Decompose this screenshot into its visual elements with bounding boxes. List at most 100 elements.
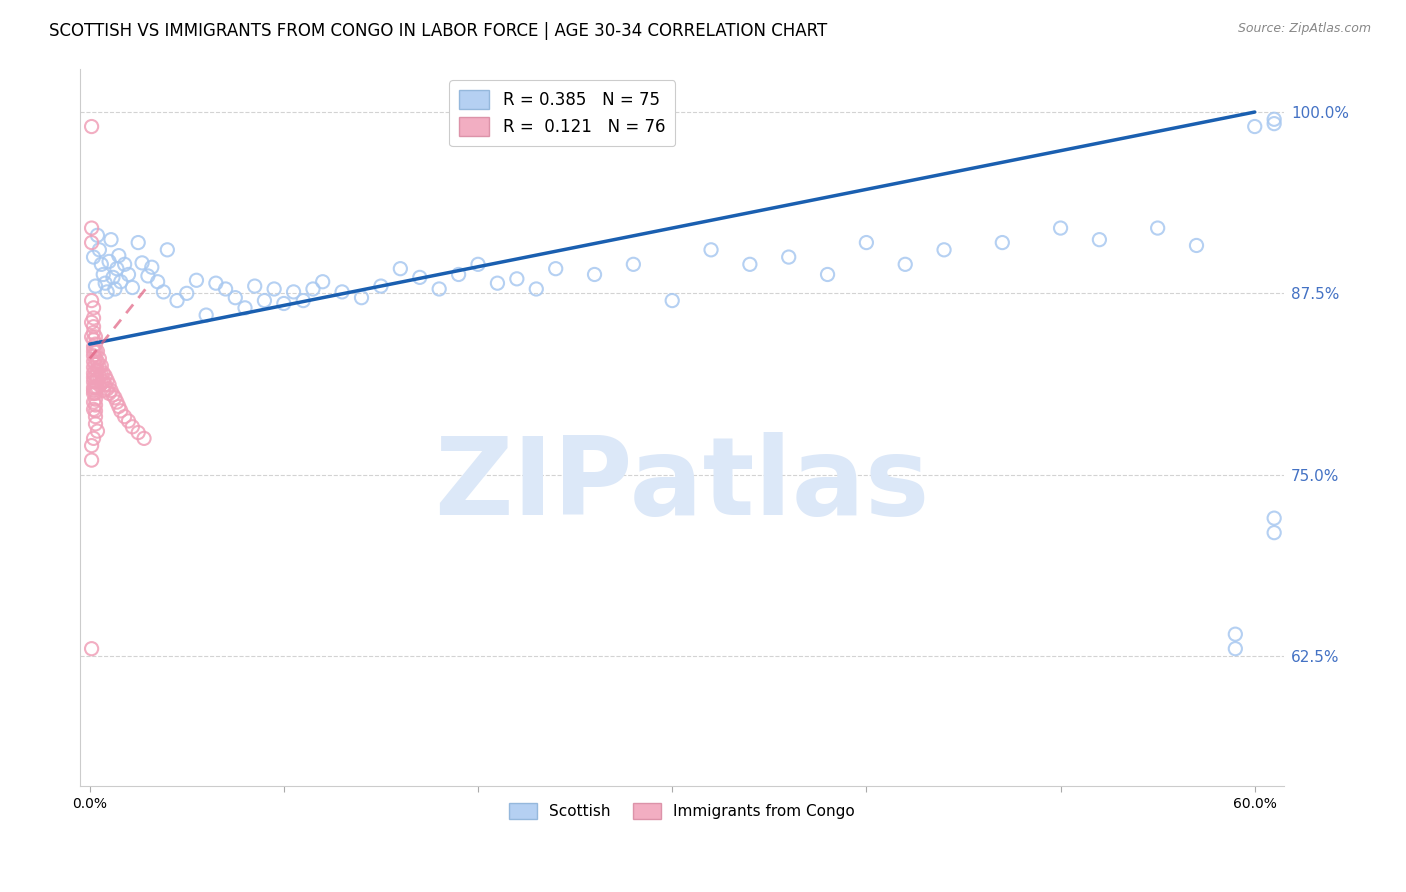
Point	[83, 386, 105, 401]
Point	[100, 384, 122, 398]
Point	[110, 404, 132, 418]
Point	[114, 409, 136, 424]
Point	[621, 257, 644, 271]
Point	[84, 386, 107, 401]
Point	[83, 384, 105, 398]
Point	[778, 250, 800, 264]
Point	[1225, 641, 1247, 656]
Point	[100, 233, 122, 247]
Point	[253, 293, 276, 308]
Point	[146, 275, 169, 289]
Point	[80, 120, 103, 134]
Point	[84, 358, 107, 372]
Point	[91, 366, 114, 380]
Point	[91, 375, 114, 389]
Point	[80, 315, 103, 329]
Point	[80, 235, 103, 250]
Point	[86, 381, 108, 395]
Point	[94, 377, 117, 392]
Point	[117, 414, 139, 428]
Point	[524, 282, 547, 296]
Text: Source: ZipAtlas.com: Source: ZipAtlas.com	[1237, 22, 1371, 36]
Point	[84, 375, 107, 389]
Point	[83, 310, 105, 325]
Point	[224, 291, 246, 305]
Point	[84, 363, 107, 377]
Point	[467, 257, 489, 271]
Point	[98, 386, 121, 401]
Point	[136, 268, 159, 283]
Point	[83, 301, 105, 315]
Point	[84, 330, 107, 344]
Point	[110, 275, 132, 289]
Point	[176, 286, 198, 301]
Point	[104, 391, 127, 405]
Point	[1263, 511, 1285, 525]
Point	[83, 344, 105, 359]
Point	[117, 268, 139, 282]
Point	[83, 349, 105, 363]
Point	[127, 235, 149, 250]
Point	[389, 261, 412, 276]
Point	[107, 400, 129, 414]
Point	[94, 276, 117, 290]
Point	[156, 243, 179, 257]
Point	[96, 285, 118, 299]
Point	[1263, 525, 1285, 540]
Point	[273, 296, 295, 310]
Point	[101, 270, 124, 285]
Point	[86, 424, 108, 438]
Point	[83, 381, 105, 395]
Point	[96, 382, 118, 396]
Point	[506, 272, 529, 286]
Point	[86, 372, 108, 386]
Point	[132, 431, 155, 445]
Point	[107, 249, 129, 263]
Point	[104, 282, 127, 296]
Point	[84, 337, 107, 351]
Point	[855, 235, 877, 250]
Point	[486, 276, 509, 290]
Point	[152, 285, 174, 299]
Point	[121, 280, 143, 294]
Point	[991, 235, 1014, 250]
Point	[80, 293, 103, 308]
Point	[233, 301, 256, 315]
Point	[80, 439, 103, 453]
Legend: Scottish, Immigrants from Congo: Scottish, Immigrants from Congo	[503, 797, 860, 825]
Point	[283, 285, 305, 299]
Point	[90, 257, 112, 271]
Point	[94, 369, 117, 384]
Point	[83, 360, 105, 375]
Point	[370, 279, 392, 293]
Point	[84, 404, 107, 418]
Point	[83, 340, 105, 354]
Point	[83, 319, 105, 334]
Point	[80, 453, 103, 467]
Point	[84, 279, 107, 293]
Point	[83, 354, 105, 368]
Point	[214, 282, 236, 296]
Point	[91, 384, 114, 398]
Point	[84, 392, 107, 407]
Point	[84, 417, 107, 431]
Point	[90, 359, 112, 373]
Point	[83, 326, 105, 340]
Point	[292, 293, 315, 308]
Point	[84, 381, 107, 395]
Text: SCOTTISH VS IMMIGRANTS FROM CONGO IN LABOR FORCE | AGE 30-34 CORRELATION CHART: SCOTTISH VS IMMIGRANTS FROM CONGO IN LAB…	[49, 22, 828, 40]
Point	[700, 243, 723, 257]
Point	[89, 369, 111, 384]
Point	[302, 282, 325, 296]
Point	[243, 279, 266, 293]
Point	[98, 377, 121, 392]
Point	[1243, 120, 1265, 134]
Point	[91, 268, 114, 282]
Point	[83, 395, 105, 409]
Point	[105, 261, 128, 276]
Point	[205, 276, 228, 290]
Point	[84, 409, 107, 424]
Point	[83, 375, 105, 389]
Point	[166, 293, 188, 308]
Point	[83, 366, 105, 380]
